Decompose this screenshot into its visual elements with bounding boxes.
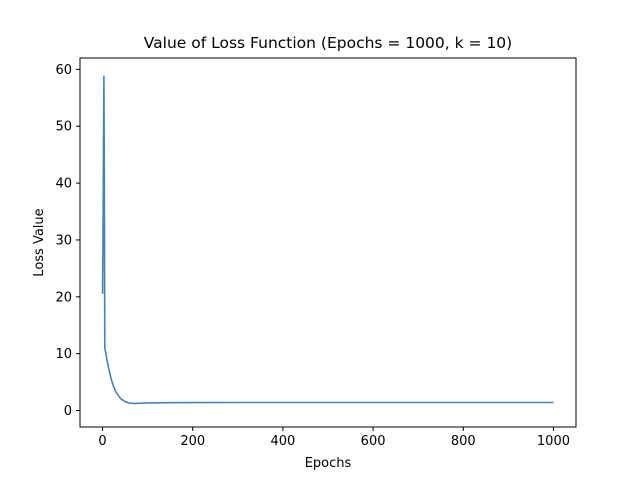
y-tick-label: 60 [55,63,72,78]
chart-title: Value of Loss Function (Epochs = 1000, k… [144,34,512,52]
x-tick-label: 1000 [537,434,570,449]
y-axis-label: Loss Value [32,208,47,276]
y-tick-label: 10 [55,347,72,362]
x-tick-label: 800 [451,434,476,449]
x-axis-label: Epochs [305,456,352,471]
x-tick-label: 200 [180,434,205,449]
x-tick-label: 600 [361,434,386,449]
loss-series-line [101,75,554,405]
x-tick-label: 0 [98,434,106,449]
y-tick-label: 40 [55,177,72,192]
tick-layer: 0 200 400 600 800 1000 0 10 20 30 40 50 60 [55,63,570,449]
y-tick-label: 0 [64,404,72,419]
axes-frame [79,57,577,428]
y-tick-label: 50 [55,120,72,135]
y-tick-label: 30 [55,233,72,248]
x-tick-label: 400 [270,434,295,449]
y-tick-label: 20 [55,290,72,305]
plot-layer [101,75,554,405]
